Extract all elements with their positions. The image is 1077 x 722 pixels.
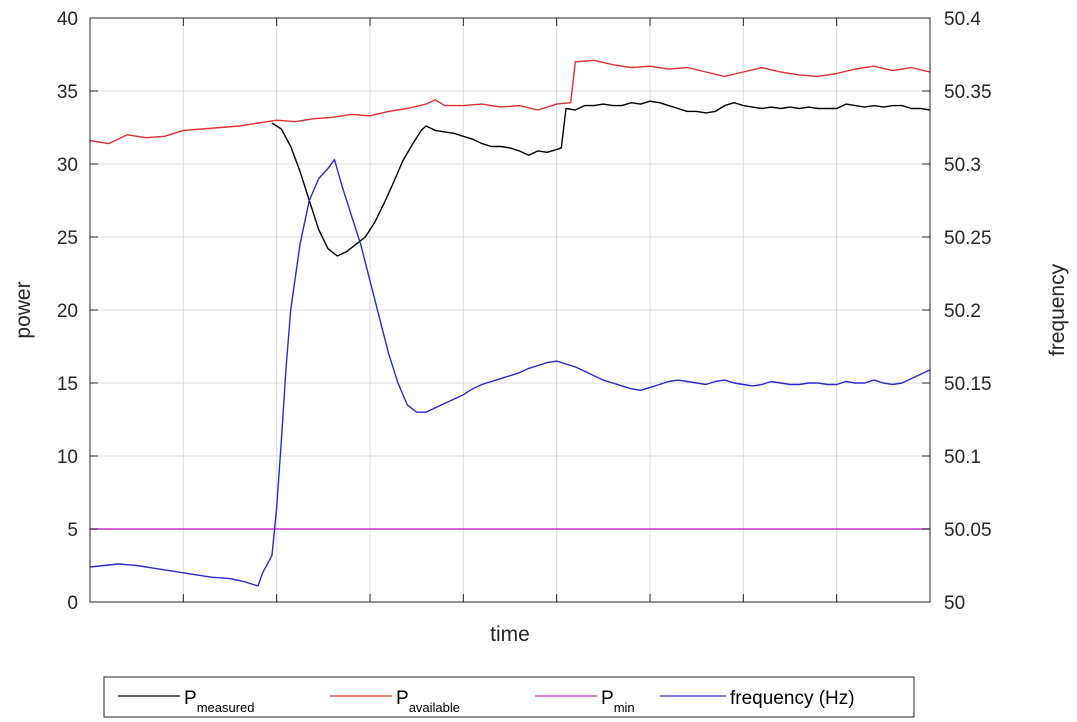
right-axis-title: frequency	[1046, 263, 1069, 356]
series-group	[89, 59, 931, 587]
legend-entry-measured: Pmeasured	[118, 688, 255, 715]
legend-entry-min: Pmin	[535, 688, 635, 715]
legend-entry-available: Pavailable	[330, 688, 460, 715]
legend-sub-available: available	[409, 700, 460, 715]
y-tick-label-left: 15	[57, 374, 78, 395]
y-tick-label-left: 25	[57, 228, 78, 249]
series-line-measured	[271, 100, 931, 257]
y-tick-label-right: 50.3	[944, 155, 981, 176]
legend-label-min: Pmin	[601, 688, 635, 715]
series-line-available	[89, 59, 931, 145]
legend-main-frequency: frequency (Hz)	[730, 688, 855, 709]
legend-label-frequency: frequency (Hz)	[730, 688, 855, 709]
y-tick-label-right: 50.1	[944, 447, 981, 468]
legend-sub-min: min	[614, 700, 635, 715]
legend-main-min: P	[601, 688, 614, 709]
y-tick-label-left: 30	[57, 155, 78, 176]
tick-marks	[90, 17, 930, 603]
y-tick-label-right: 50.15	[944, 374, 992, 395]
y-tick-label-right: 50	[944, 593, 965, 614]
x-axis-title: time	[490, 623, 530, 646]
legend-main-measured: P	[184, 688, 197, 709]
y-tick-label-left: 10	[57, 447, 78, 468]
legend: Pmeasured Pavailable Pmin frequency (Hz)	[103, 676, 915, 718]
y-tick-label-right: 50.2	[944, 301, 981, 322]
y-tick-label-left: 20	[57, 301, 78, 322]
legend-label-measured: Pmeasured	[184, 688, 255, 715]
left-axis-tick-labels: 0 5 10 15 20 25 30 35 40	[57, 9, 78, 614]
y-tick-label-left: 0	[67, 593, 78, 614]
y-tick-label-right: 50.25	[944, 228, 992, 249]
y-tick-label-right: 50.05	[944, 520, 992, 541]
legend-box	[103, 676, 915, 718]
legend-label-available: Pavailable	[396, 688, 460, 715]
y-tick-label-right: 50.35	[944, 82, 992, 103]
y-tick-label-left: 5	[67, 520, 78, 541]
legend-main-available: P	[396, 688, 409, 709]
y-tick-label-right: 50.4	[944, 9, 981, 30]
y-tick-label-left: 35	[57, 82, 78, 103]
series-line-frequency	[89, 158, 931, 587]
right-axis-tick-labels: 50 50.05 50.1 50.15 50.2 50.25 50.3 50.35 50.4	[944, 9, 992, 614]
legend-entry-frequency: frequency (Hz)	[660, 688, 855, 709]
left-axis-title: power	[12, 281, 35, 338]
y-tick-label-left: 40	[57, 9, 78, 30]
legend-sub-measured: measured	[197, 700, 255, 715]
